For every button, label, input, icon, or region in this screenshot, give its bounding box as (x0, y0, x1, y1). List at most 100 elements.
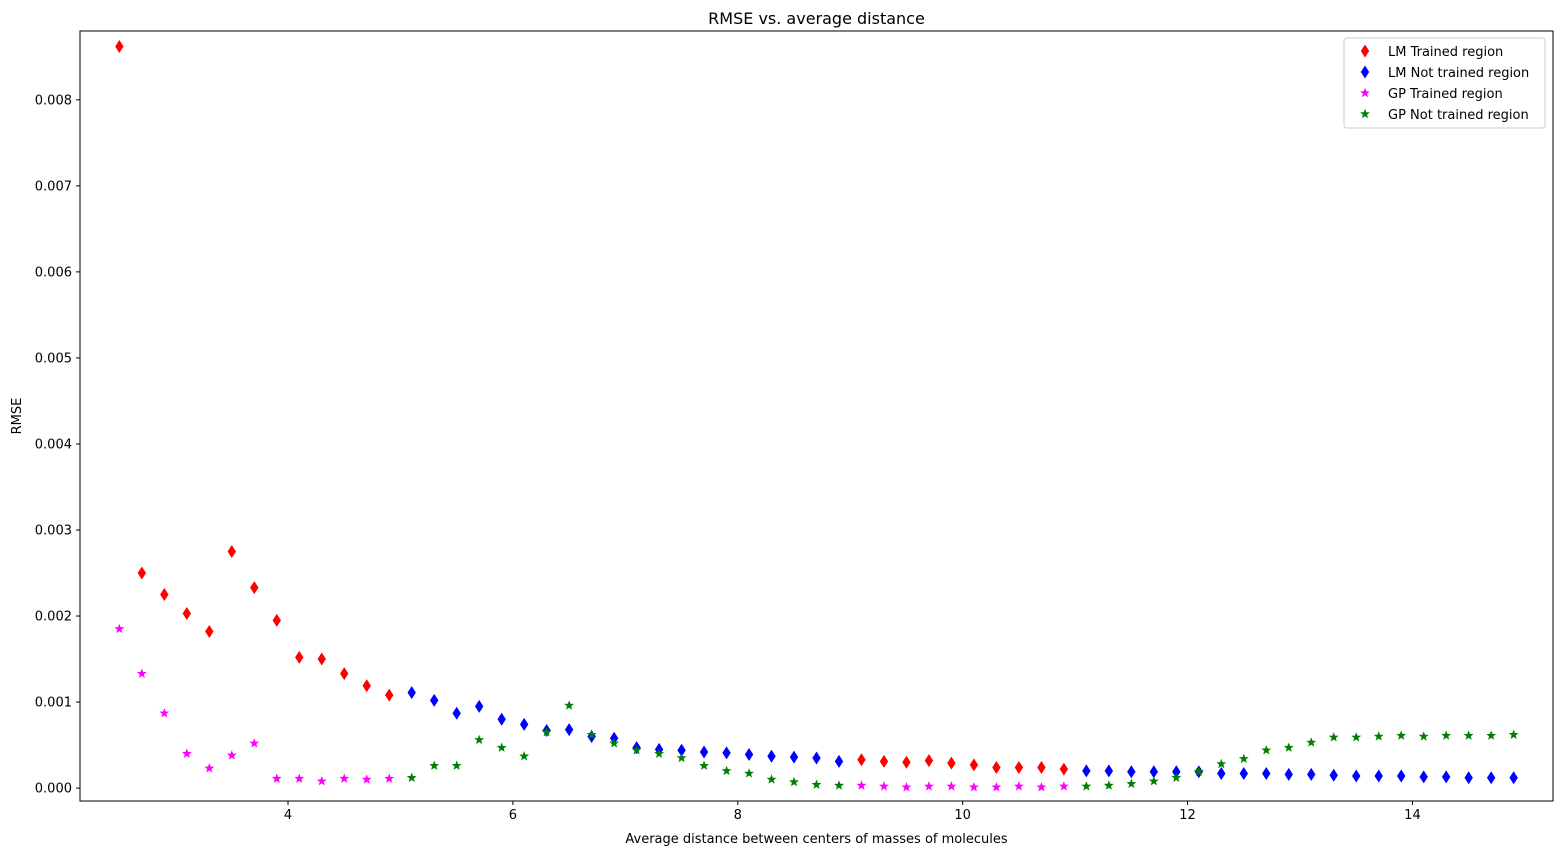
data-point (1329, 768, 1338, 782)
data-point (1464, 771, 1473, 785)
series-2-points (114, 623, 1069, 792)
x-tick-label: 14 (1404, 808, 1421, 823)
y-tick-label: 0.008 (35, 93, 72, 108)
data-point (812, 751, 821, 765)
data-point (992, 760, 1001, 774)
y-tick-label: 0.000 (35, 782, 72, 797)
data-point (1352, 769, 1361, 783)
x-axis-ticks: 4 6 8 10 12 14 (284, 801, 1421, 823)
data-point (1014, 760, 1024, 774)
y-axis-ticks: 0.000 0.001 0.002 0.003 0.004 0.005 0.006 0.007… (35, 93, 80, 797)
plot-frame (79, 30, 1554, 802)
data-point (384, 773, 395, 783)
y-tick-label: 0.003 (35, 523, 72, 538)
data-point (879, 781, 889, 791)
data-point (721, 765, 732, 776)
series-3-points (406, 700, 1519, 791)
data-point (857, 753, 866, 767)
data-point (1418, 731, 1429, 741)
data-point (115, 39, 124, 53)
data-point (226, 750, 237, 760)
data-point (407, 686, 416, 700)
data-point (295, 650, 304, 664)
data-point (1216, 758, 1227, 769)
data-point (722, 746, 731, 760)
legend-label-gp-not-trained: GP Not trained region (1388, 108, 1529, 123)
data-point (586, 729, 597, 739)
data-point (946, 781, 957, 791)
data-point (834, 754, 844, 768)
data-point (1103, 780, 1114, 790)
data-point (1104, 764, 1114, 778)
data-point (1307, 767, 1316, 781)
data-point (1036, 782, 1047, 792)
legend-marker (1360, 44, 1370, 58)
data-point (340, 667, 349, 681)
x-tick-label: 10 (954, 808, 971, 823)
data-point (609, 738, 620, 748)
data-point (160, 588, 169, 602)
data-point (947, 756, 956, 770)
data-point (1396, 730, 1407, 740)
x-tick-label: 4 (284, 808, 292, 823)
data-point (1419, 770, 1428, 784)
data-point (272, 613, 281, 627)
data-point (991, 782, 1002, 792)
data-point (564, 723, 574, 737)
data-point (204, 763, 215, 773)
data-point (474, 734, 485, 745)
data-point (497, 712, 506, 726)
series-0-points (115, 39, 1069, 776)
data-point (1172, 765, 1181, 779)
data-point (1262, 766, 1271, 780)
legend-markers (1360, 44, 1370, 119)
data-point (901, 782, 912, 792)
data-point (1351, 732, 1362, 742)
data-point (1283, 742, 1294, 752)
data-point (902, 755, 911, 769)
legend-label-lm-trained: LM Trained region (1388, 45, 1503, 60)
data-point (1508, 729, 1519, 739)
data-point (339, 773, 350, 783)
data-point (1261, 745, 1272, 755)
data-point (676, 752, 687, 763)
data-point (564, 700, 575, 710)
data-point (429, 760, 440, 770)
data-point (1148, 776, 1159, 786)
chart-title: RMSE vs. average distance (708, 9, 925, 28)
data-point (1441, 730, 1452, 740)
data-point (317, 652, 326, 666)
data-point (924, 754, 934, 768)
data-point (1059, 762, 1069, 776)
data-point (766, 774, 777, 784)
data-point (968, 782, 979, 792)
data-point (496, 742, 507, 752)
legend-marker (1360, 87, 1370, 98)
data-point (181, 748, 192, 758)
data-point (451, 760, 462, 770)
data-point (249, 738, 260, 748)
data-point (1374, 769, 1383, 783)
data-point (205, 625, 214, 639)
data-point (452, 706, 461, 720)
data-point (699, 760, 709, 770)
y-tick-label: 0.007 (35, 179, 72, 194)
data-point (114, 623, 125, 634)
plot-area (80, 31, 1553, 801)
data-point (1082, 764, 1091, 778)
data-point (969, 758, 979, 772)
data-point (744, 768, 754, 778)
data-point (879, 754, 889, 768)
data-point (1081, 781, 1092, 791)
data-point (1509, 771, 1518, 785)
data-point (385, 688, 394, 702)
legend: LM Trained region LM Not trained region … (1343, 37, 1546, 129)
x-tick-label: 8 (734, 808, 742, 823)
data-point (1463, 730, 1474, 740)
data-point (1126, 778, 1137, 788)
x-tick-label: 6 (509, 808, 517, 823)
data-point (1284, 767, 1293, 781)
data-point (137, 566, 147, 580)
y-tick-label: 0.002 (35, 610, 72, 625)
